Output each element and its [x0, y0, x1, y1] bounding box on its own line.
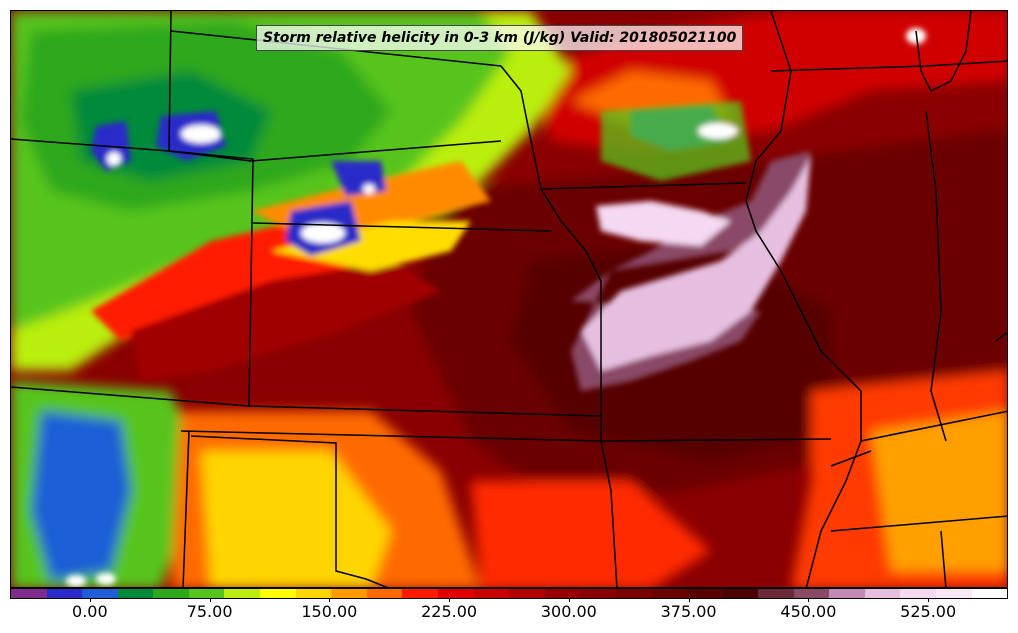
- colorbar-cell: [829, 589, 865, 598]
- max-white-wyoming: [301, 223, 345, 243]
- colorbar-cell: [793, 589, 830, 598]
- border-sd-ne: [252, 222, 552, 232]
- field-south-central-orange: [471, 481, 711, 587]
- colorbar-cell: [544, 589, 581, 598]
- border-mi-lake: [915, 11, 972, 93]
- field-south-yellow: [201, 451, 391, 587]
- patch-green-iowa: [601, 101, 751, 181]
- colorbar-cell: [402, 589, 438, 598]
- colorbar: [10, 588, 1008, 599]
- field-southwest-blue: [31, 411, 131, 581]
- colorbar-cell: [437, 589, 474, 598]
- colorbar-cell: [224, 589, 261, 598]
- colorbar-cell: [11, 589, 47, 598]
- colorbar-cell: [473, 589, 510, 598]
- colorbar-tick-label: 375.00: [639, 599, 739, 621]
- colorbar-cell: [615, 589, 652, 598]
- border-in-oh: [995, 331, 1007, 342]
- colorbar-tick-label: 300.00: [519, 599, 619, 621]
- colorbar-cell: [82, 589, 118, 598]
- border-nd-sd: [250, 140, 502, 162]
- colorbar-cell: [153, 589, 189, 598]
- blob-pink-iowa: [596, 201, 731, 246]
- border-mississippi: [745, 11, 862, 587]
- max-white-nw: [107, 152, 121, 166]
- border-il-ky: [860, 410, 1007, 442]
- max-white-montana: [181, 125, 221, 143]
- colorbar-cell: [331, 589, 367, 598]
- border-tn-ms: [830, 515, 1007, 532]
- border-il-in: [925, 110, 947, 442]
- colorbar-cell: [188, 589, 225, 598]
- border-wi-il: [770, 60, 1007, 72]
- colorbar-cell: [46, 589, 83, 598]
- border-ok-tx-red-river: [600, 440, 618, 587]
- max-white-iowa: [698, 123, 738, 139]
- colorbar-tick-label: 525.00: [878, 599, 978, 621]
- colorbar-tick-label: 450.00: [758, 599, 858, 621]
- colorbar-cell: [758, 589, 794, 598]
- border-tx-panhandle: [182, 430, 190, 587]
- border-ne-ks: [540, 182, 747, 190]
- colorbar-cell: [936, 589, 972, 598]
- border-wy-south: [11, 386, 250, 407]
- border-canada-us-west: [168, 11, 172, 152]
- colorbar-cell: [971, 589, 1008, 598]
- map-title: Storm relative helicity in 0-3 km (J/kg)…: [256, 25, 744, 51]
- colorbar-cell: [722, 589, 759, 598]
- colorbar-cell: [366, 589, 403, 598]
- colorbar-tick-label: 0.00: [40, 599, 140, 621]
- max-white-sw2: [96, 573, 116, 585]
- colorbar-tick-label: 225.00: [399, 599, 499, 621]
- border-co-ks: [248, 405, 602, 417]
- max-white-sw1: [66, 575, 86, 587]
- border-nm-ok: [190, 435, 389, 587]
- map-panel: Storm relative helicity in 0-3 km (J/kg)…: [10, 10, 1008, 588]
- colorbar-cell: [509, 589, 545, 598]
- max-white-sd: [363, 184, 375, 194]
- colorbar-ticks: 0.00 75.00 150.00 225.00 300.00 375.00 450.00 5…: [10, 599, 1008, 633]
- colorbar-cell: [117, 589, 154, 598]
- colorbar-cell: [651, 589, 687, 598]
- colorbar-cell: [686, 589, 723, 598]
- helicity-map: [11, 11, 1007, 587]
- colorbar-tick-label: 75.00: [160, 599, 260, 621]
- colorbar-cell: [900, 589, 937, 598]
- field-southeast-yellow: [871, 411, 1007, 571]
- band-plains-4: [271, 221, 471, 271]
- border-wy-north: [168, 150, 254, 407]
- border-missouri-river: [500, 65, 602, 441]
- border-ms-al: [940, 530, 947, 587]
- colorbar-cell: [295, 589, 332, 598]
- blob-pink-missouri: [581, 156, 811, 371]
- band-plains-2: [131, 261, 441, 381]
- state-boundaries: [11, 11, 1007, 587]
- colorbar-cell: [260, 589, 296, 598]
- colorbar-cell: [864, 589, 901, 598]
- colorbar-tick-label: 150.00: [279, 599, 379, 621]
- border-ar-la: [830, 450, 872, 467]
- colorbar-cell: [580, 589, 616, 598]
- helicity-field-detail: [66, 28, 926, 587]
